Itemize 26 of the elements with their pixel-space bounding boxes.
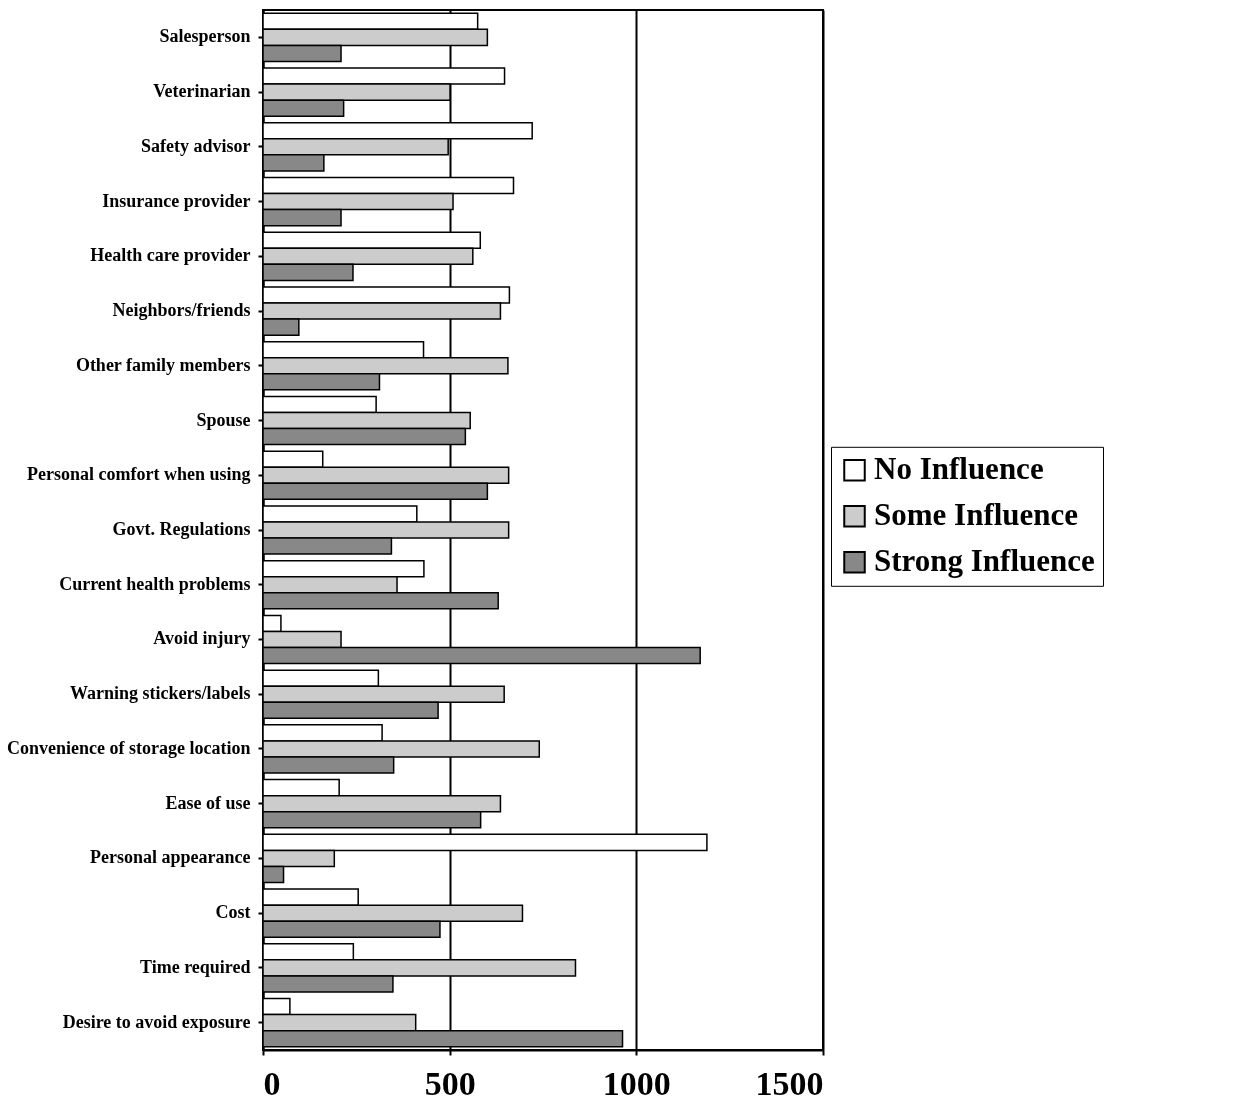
legend-label: Strong Influence [874, 543, 1095, 579]
y-tick-label: Health care provider [90, 245, 251, 266]
y-tick-label: Govt. Regulations [112, 519, 251, 539]
y-tick-label: Desire to avoid exposure [62, 1011, 251, 1032]
y-tick-label: Cost [215, 902, 251, 923]
y-tick-label: Personal appearance [90, 847, 251, 868]
y-tick-label: Insurance provider [102, 190, 251, 211]
y-tick-label: Current health problems [59, 573, 251, 594]
y-tick-label: Personal comfort when using [27, 464, 251, 485]
y-tick-label: Safety advisor [141, 135, 251, 156]
y-tick-label: Convenience of storage location [7, 737, 251, 758]
x-tick-label: 500 [424, 1064, 476, 1102]
legend-label: Some Influence [874, 497, 1079, 533]
y-tick-label: Neighbors/friends [112, 300, 251, 321]
y-tick-label: Warning stickers/labels [69, 683, 251, 704]
y-tick-label: Veterinarian [153, 81, 251, 102]
y-tick-label: Time required [139, 956, 251, 977]
legend-label: No Influence [874, 451, 1044, 487]
y-tick-label: Avoid injury [153, 628, 251, 649]
y-tick-label: Other family members [75, 354, 251, 375]
x-tick-label: 0 [263, 1064, 281, 1102]
x-tick-label: 1500 [755, 1064, 824, 1102]
y-tick-label: Salesperson [159, 26, 251, 47]
x-tick-label: 1000 [602, 1064, 671, 1102]
y-tick-label: Ease of use [165, 792, 251, 813]
y-tick-label: Spouse [196, 409, 251, 430]
